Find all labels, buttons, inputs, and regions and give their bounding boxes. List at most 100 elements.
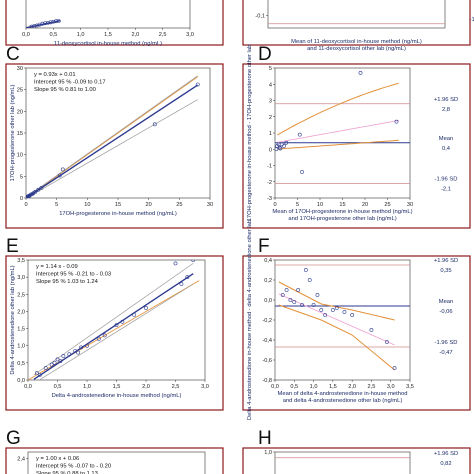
y-tick-label: -0,4	[262, 338, 272, 344]
y-axis-label: Delta 4-androstenedione other lab (ng/mL…	[10, 265, 16, 374]
x-tick-label: 0,0	[24, 384, 32, 390]
y-tick-label: 2,4	[17, 456, 25, 462]
data-point	[61, 354, 66, 358]
y-tick-label: 5	[20, 174, 23, 180]
panel-h: H1,0 +1.96 SD 0,82	[242, 428, 471, 474]
data-point	[284, 288, 289, 292]
y-tick-label: 5	[269, 66, 272, 72]
panel-e: E 0,0 0,5 1,0 1,5 2,0 2,5 3,0 0,0 0,5 1,0 1,5 2,0 2,5…	[5, 236, 224, 411]
y-tick-label: 15	[17, 131, 23, 137]
plot-area	[27, 259, 206, 381]
y-tick-label: -2	[267, 180, 272, 186]
data-point	[57, 173, 62, 178]
data-point	[34, 371, 39, 376]
panel-frame	[5, 447, 224, 474]
regression-annotation: Intercept 95 % -0.07 to - 0.20	[36, 464, 111, 470]
y-tick-label: -1	[267, 164, 272, 170]
data-point	[54, 19, 58, 24]
y-axis-label: Delta 4-androstenedione in-house method …	[247, 220, 253, 420]
data-point	[132, 312, 137, 317]
panel-c: C 0 5 10 15 20 25 30 0 5 10 15 20 25 30 17OH-progestero…	[5, 44, 224, 229]
panel-frame	[242, 0, 471, 46]
x-axis-label: Mean of delta 4-androstenedione in-house…	[278, 391, 408, 397]
data-point	[114, 323, 119, 328]
data-point	[49, 362, 54, 367]
y-tick-label: 0,0	[264, 298, 272, 304]
y-tick-label: 1,0	[17, 344, 25, 350]
data-point	[394, 119, 399, 124]
x-tick-label: 2,5	[172, 384, 180, 390]
y-tick-label: 1	[269, 131, 272, 137]
x-tick-label: 2,0	[131, 32, 139, 38]
panel-letter: D	[258, 44, 272, 65]
panel-frame	[242, 63, 471, 229]
x-axis-label: Mean of 17OH-progesterone in-house metho…	[272, 209, 412, 215]
data-point	[32, 24, 37, 28]
data-point	[79, 345, 84, 350]
x-tick-label: 3,0	[387, 384, 395, 390]
x-tick-label: 15	[115, 202, 121, 208]
plot-area	[274, 67, 411, 199]
y-tick-label: 4	[269, 82, 272, 88]
data-point	[350, 313, 355, 317]
y-tick-label: 2,5	[17, 292, 25, 298]
y-tick-label: 3,0	[17, 275, 25, 281]
regression-annotation: y = 1.14 x - 0.09	[36, 264, 78, 270]
y-tick-label: 0,2	[264, 278, 272, 284]
trend-ci-lower	[278, 304, 395, 371]
x-tick-label: 0	[273, 202, 276, 208]
ref-line-label: +1.96 SD	[434, 451, 458, 457]
data-point	[85, 343, 89, 348]
trend-ci-upper	[277, 82, 399, 136]
x-tick-label: 2,0	[348, 384, 356, 390]
data-point	[300, 170, 304, 174]
plot-area	[27, 451, 206, 474]
data-point	[392, 366, 397, 370]
data-point	[60, 167, 65, 172]
ref-line-value: 0,4	[442, 146, 451, 152]
data-point	[102, 333, 107, 338]
data-point	[39, 186, 44, 190]
x-axis-label-line2: and 11-deoxycortisol other lab (ng/mL)	[307, 46, 406, 52]
data-point	[67, 352, 72, 357]
regression-line	[26, 84, 199, 198]
x-tick-label: 20	[362, 202, 368, 208]
x-tick-label: 0,5	[54, 384, 62, 390]
trend-line	[278, 293, 395, 346]
x-axis-label: 17OH-progesterone in-house method (ng/mL…	[59, 211, 177, 217]
data-point	[358, 70, 363, 75]
x-tick-label: 1,5	[329, 384, 337, 390]
data-point	[311, 303, 316, 307]
panel-letter: H	[258, 428, 272, 449]
ci-upper-line	[33, 263, 194, 376]
data-point	[280, 293, 285, 297]
x-axis-label: 11-deoxycortisol in-house method (ng/mL)	[54, 41, 162, 47]
data-point	[55, 357, 60, 362]
trend-ci-lower	[277, 139, 399, 150]
y-tick-label: 2,0	[17, 309, 25, 315]
data-point	[43, 366, 48, 370]
data-point	[152, 122, 157, 127]
data-point	[195, 82, 200, 87]
data-point	[45, 20, 50, 25]
regression-line	[26, 20, 61, 28]
ref-line-value: -2,1	[441, 186, 451, 192]
panel-letter: C	[6, 44, 20, 65]
ref-line-label: -1.96 SD	[435, 176, 458, 182]
panel-frame	[242, 447, 471, 474]
trend-ci-upper	[278, 281, 395, 321]
ci-lower-line	[26, 99, 198, 198]
ref-line-value: 2,8	[442, 107, 450, 113]
data-point	[297, 132, 302, 137]
panel-frame	[5, 63, 224, 229]
identity-line	[26, 76, 198, 198]
panel-g: G 2,4 y = 1.00 x + 0.06 Intercept 95 % -0.0…	[5, 428, 224, 474]
plot-area	[274, 259, 411, 381]
y-tick-label: 3	[269, 99, 272, 105]
x-tick-label: 10	[84, 202, 90, 208]
y-tick-label: 0,5	[17, 361, 25, 367]
x-tick-label: 10	[317, 202, 323, 208]
ref-line-label: Mean	[439, 136, 454, 142]
